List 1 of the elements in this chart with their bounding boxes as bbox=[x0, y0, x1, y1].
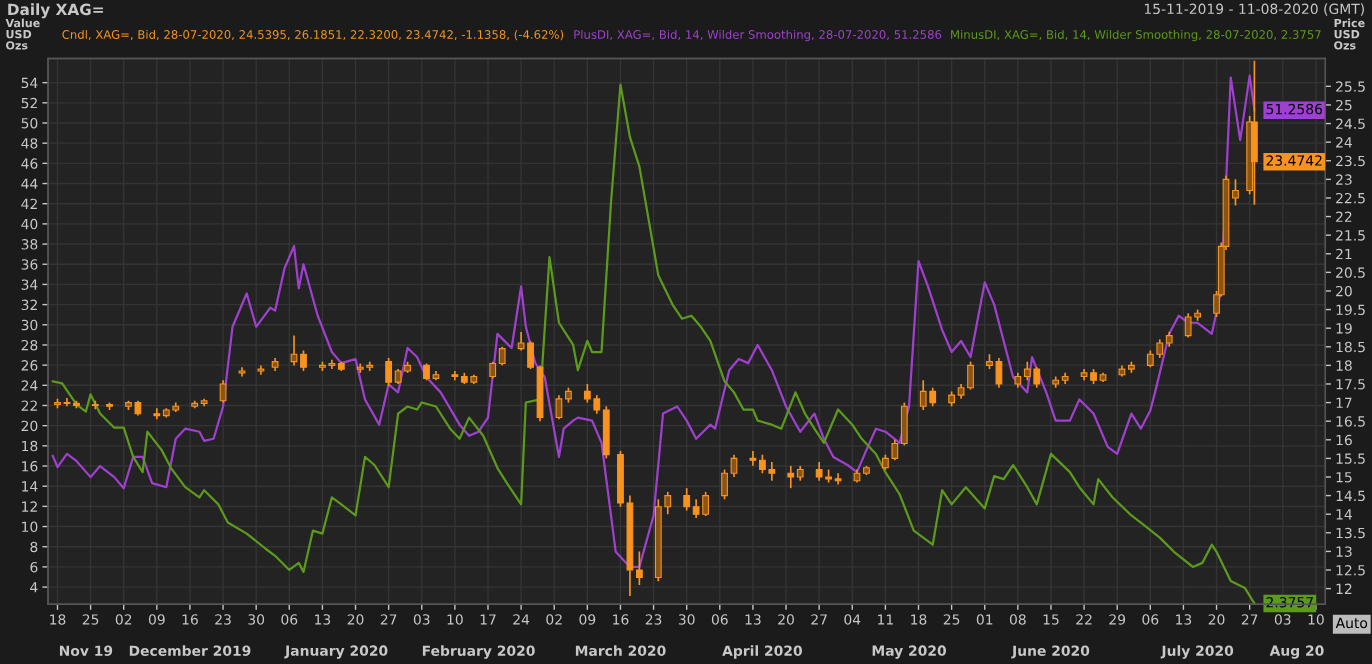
candlestick bbox=[219, 379, 227, 404]
